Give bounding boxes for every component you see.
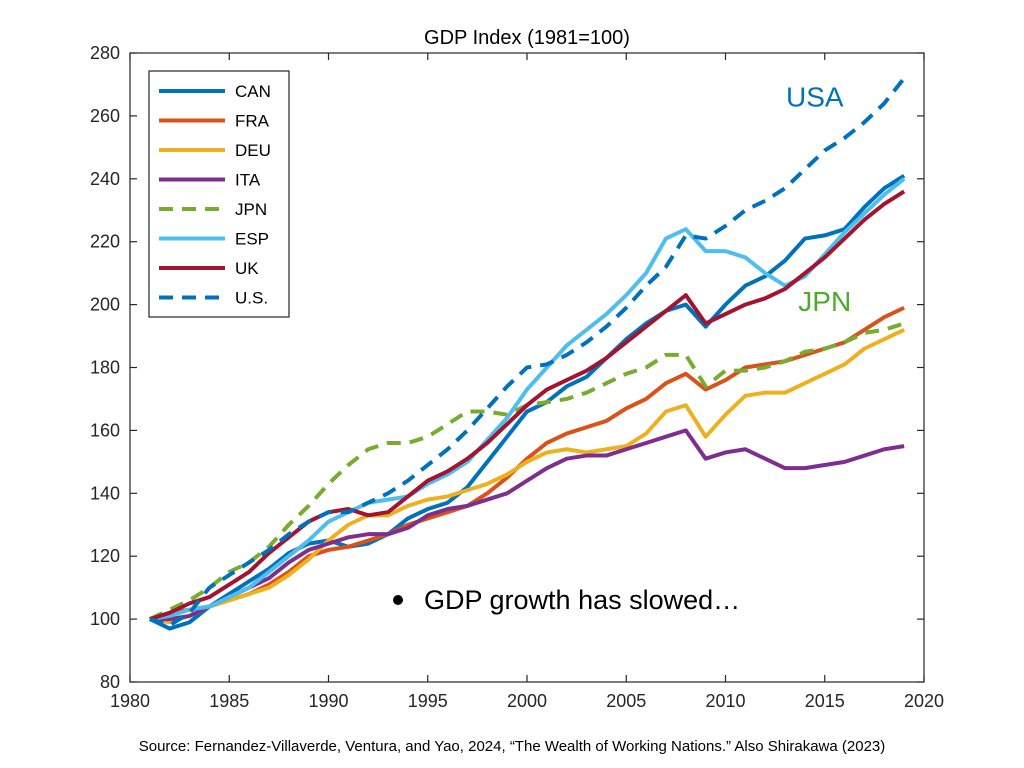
bullet-dot [393,595,403,605]
legend-label: DEU [235,141,271,160]
x-tick-label: 1995 [408,691,448,711]
series-layer [148,76,906,631]
axis-ticks: 1980 1985 1990 1995 2000 2005 2010 2015 2020 80 10… [90,43,944,711]
y-tick-label: 200 [90,295,120,315]
legend: CAN FRA DEU ITA JPN ESP UK U.S. [148,70,290,318]
bullet-text: GDP growth has slowed… [424,585,740,615]
y-tick-label: 140 [90,483,120,503]
y-tick-label: 180 [90,358,120,378]
y-tick-label: 160 [90,420,120,440]
x-tick-label: 1985 [209,691,249,711]
y-tick-label: 240 [90,169,120,189]
series-line-ita [149,428,905,622]
x-tick-label: 1980 [110,691,150,711]
series-line-can [148,173,906,631]
series-line-deu [149,327,906,625]
legend-label: JPN [235,200,267,219]
legend-label: ESP [235,230,269,249]
bullet-note: GDP growth has slowed… [393,585,740,615]
series-line-us [149,76,906,628]
series-line-fra [149,305,906,622]
x-tick-label: 2000 [507,691,547,711]
y-tick-label: 120 [90,546,120,566]
legend-box [148,70,290,318]
legend-label: U.S. [235,289,268,308]
x-tick-label: 2010 [705,691,745,711]
x-tick-label: 2020 [904,691,944,711]
legend-label: ITA [235,171,261,190]
y-tick-label: 100 [90,609,120,629]
annotations: USA JPN [786,81,851,316]
annotation-usa: USA [786,81,844,112]
chart: GDP Index (1981=100) 1980 1985 1990 1995 200… [90,27,944,711]
source-note: Source: Fernandez-Villaverde, Ventura, a… [138,738,886,755]
legend-label: UK [235,259,259,278]
series-line-esp [149,177,906,622]
y-tick-label: 80 [100,672,120,692]
y-tick-label: 220 [90,232,120,252]
legend-label: CAN [235,82,271,101]
series-line-uk [149,189,906,622]
chart-title: GDP Index (1981=100) [424,27,630,49]
x-tick-label: 2015 [805,691,845,711]
y-tick-label: 260 [90,106,120,126]
x-tick-label: 1990 [308,691,348,711]
annotation-jpn: JPN [798,286,851,317]
x-tick-label: 2005 [606,691,646,711]
y-tick-label: 280 [90,43,120,63]
legend-label: FRA [235,112,270,131]
